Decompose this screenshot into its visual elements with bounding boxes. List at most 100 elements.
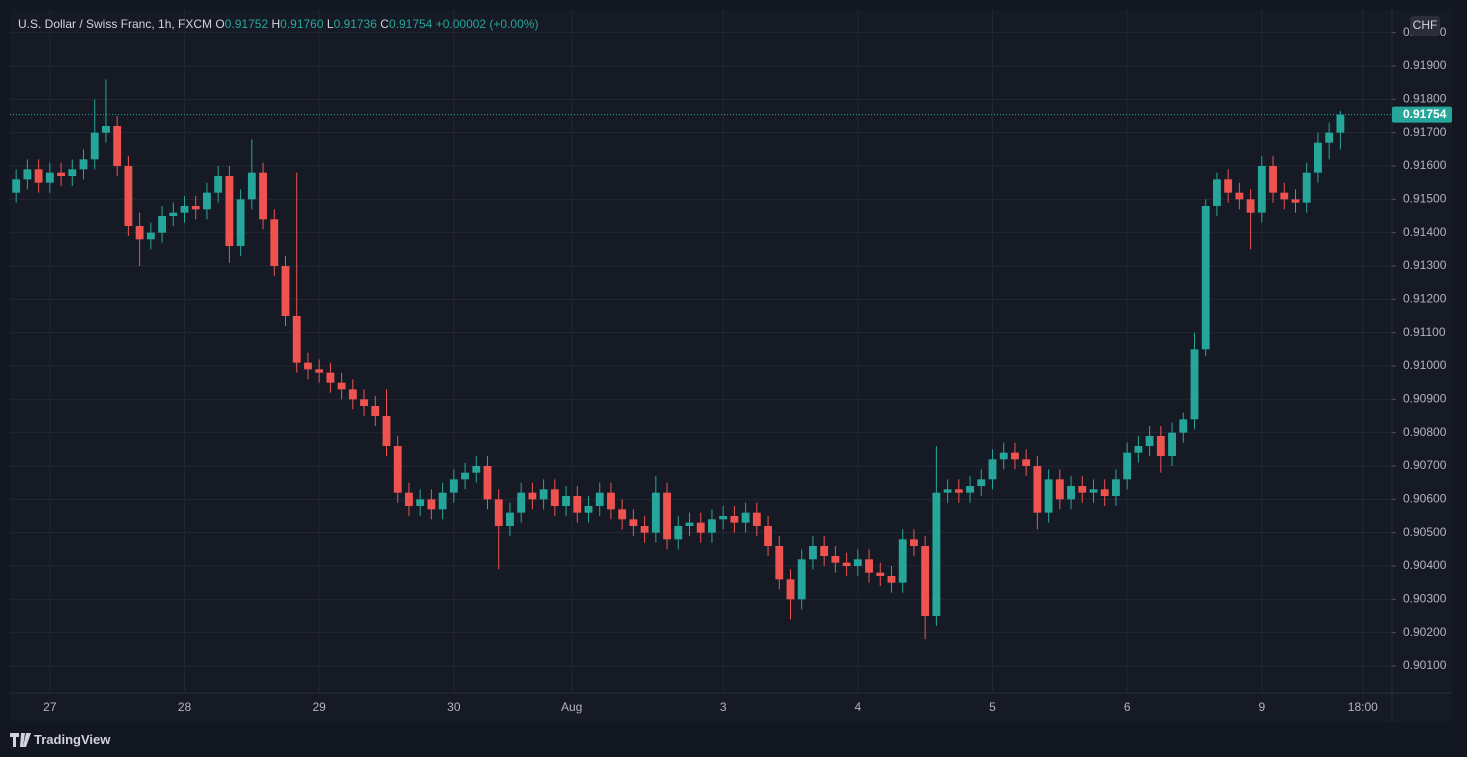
candle-body [102, 126, 110, 133]
candle-body [1033, 466, 1042, 513]
candle-body [1179, 419, 1188, 433]
x-tick-label: 29 [312, 700, 326, 714]
candle-body [1291, 199, 1300, 203]
y-tick-label: 0.90800 [1403, 425, 1447, 439]
candle-body [360, 399, 368, 406]
y-tick-label: 0.91100 [1403, 325, 1446, 339]
candle-body [876, 572, 885, 576]
candle-body [1314, 142, 1322, 173]
y-tick-label: 0.91500 [1403, 192, 1447, 206]
candle-body [910, 539, 918, 546]
candle-body [382, 416, 391, 446]
candle-body [461, 472, 469, 480]
candle-body [786, 579, 795, 600]
candle-body [1134, 446, 1143, 453]
candle-body [651, 492, 660, 533]
logo-shape [10, 733, 31, 747]
x-tick-label: 3 [720, 700, 727, 714]
candle-body [270, 219, 279, 266]
candle-body [326, 372, 335, 383]
candle-body [573, 496, 582, 513]
x-tick-label: 28 [178, 700, 192, 714]
candle-body [674, 526, 683, 540]
candle-body [180, 206, 189, 213]
last-price-box [1392, 106, 1452, 123]
candle-body [539, 489, 548, 500]
y-tick-label: 0.91900 [1403, 58, 1447, 72]
candle-body [113, 126, 122, 166]
candle-body [12, 179, 21, 193]
candle-body [506, 512, 514, 526]
candle-body [472, 466, 481, 473]
x-tick-label: 18:00 [1348, 700, 1378, 714]
candle-body [1067, 486, 1075, 500]
candle-body [607, 492, 615, 510]
candle-body [214, 176, 223, 193]
candle-body [528, 492, 537, 500]
candle-body [1011, 452, 1019, 460]
candle-body [1257, 166, 1266, 213]
candle-body [1044, 479, 1053, 513]
candle-body [124, 166, 133, 226]
candle-body [999, 452, 1008, 460]
currency-box [1410, 16, 1440, 36]
candle-body [23, 169, 32, 180]
candle-body [708, 519, 716, 533]
x-tick-label: 27 [43, 700, 57, 714]
candle-body [696, 522, 705, 533]
quote-label: C [380, 17, 389, 31]
candle-body [427, 499, 436, 510]
candle-body [315, 369, 324, 373]
candle-body [1078, 486, 1087, 493]
candle-body [1055, 479, 1064, 500]
quote-label: L [326, 17, 334, 31]
candle-body [371, 406, 380, 416]
quote-value: 0.91754 [388, 17, 433, 31]
candle-body [618, 509, 627, 520]
candle-body [921, 546, 930, 616]
candle-body [158, 216, 166, 233]
candle-body [752, 512, 761, 526]
candle-body [45, 172, 54, 183]
candle-body [79, 159, 88, 170]
candle-body [259, 172, 267, 220]
candle-body [247, 172, 256, 200]
x-tick-label: 30 [447, 700, 461, 714]
candle-body [730, 516, 739, 523]
candle-body [483, 466, 492, 500]
candle-body [932, 492, 941, 616]
x-tick-label: 9 [1258, 700, 1265, 714]
candle-body [135, 226, 144, 240]
candle-body [1112, 479, 1120, 496]
candle-body [1235, 192, 1244, 200]
candle-body [719, 516, 728, 520]
candle-body [977, 479, 986, 486]
x-tick-label: 5 [989, 700, 996, 714]
candle-body [943, 489, 952, 493]
candle-body [236, 199, 245, 246]
candle-body [966, 486, 974, 493]
candle-body [281, 266, 290, 316]
x-tick-label: 6 [1124, 700, 1131, 714]
y-tick-label: 0.90400 [1403, 558, 1447, 572]
candle-body [1089, 489, 1098, 493]
y-tick-label: 0.91600 [1403, 158, 1447, 172]
candle-body [640, 526, 649, 533]
y-tick-label: 0.91400 [1403, 225, 1447, 239]
candle-body [494, 499, 503, 526]
candle-body [304, 362, 312, 370]
candle-body [831, 556, 840, 563]
y-tick-label: 0.90700 [1403, 458, 1447, 472]
axes: 0.90100 0.90200 0.90300 0.90400 0.90500 0.906… [43, 16, 1452, 714]
candle-body [887, 576, 896, 583]
candle-body [348, 389, 357, 400]
y-tick-label: 0.91200 [1403, 292, 1447, 306]
quote-label: O [215, 17, 225, 31]
candle-body [449, 479, 458, 493]
candle-body [225, 176, 234, 246]
candle-body [1145, 436, 1154, 446]
candle-body [292, 316, 301, 363]
candle-body [550, 489, 559, 506]
candle-body [1156, 436, 1165, 456]
